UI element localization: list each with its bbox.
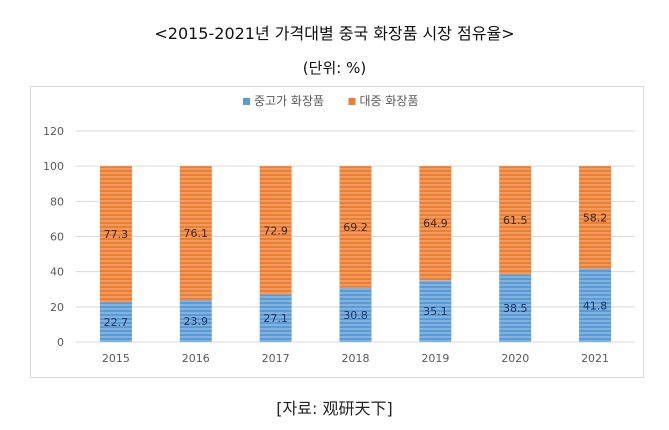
data-label: 22.7 bbox=[104, 316, 129, 329]
data-label: 76.1 bbox=[184, 227, 209, 240]
x-tick-label: 2019 bbox=[421, 352, 449, 365]
bar-segment-premium-2020 bbox=[499, 274, 532, 342]
bar-segment-mass-2019 bbox=[419, 166, 452, 281]
data-label: 77.3 bbox=[104, 228, 129, 241]
y-tick-label: 20 bbox=[50, 301, 64, 314]
chart-unit: (단위: %) bbox=[302, 59, 367, 77]
x-tick-label: 2020 bbox=[501, 352, 529, 365]
data-label: 61.5 bbox=[503, 214, 528, 227]
data-label: 72.9 bbox=[263, 224, 288, 237]
legend-label: 대중 화장품 bbox=[360, 94, 419, 108]
data-label: 58.2 bbox=[583, 211, 608, 224]
data-label: 64.9 bbox=[423, 217, 448, 230]
bar-segment-mass-2018 bbox=[339, 166, 372, 288]
data-label: 38.5 bbox=[503, 302, 528, 315]
source-note: [자료: 观研天下] bbox=[276, 399, 393, 418]
bar-segment-mass-2016 bbox=[179, 166, 212, 300]
y-tick-label: 0 bbox=[57, 336, 64, 349]
data-label: 69.2 bbox=[343, 221, 368, 234]
legend: 중고가 화장품 대중 화장품 bbox=[243, 94, 419, 108]
y-axis-ticks: 0 20 40 60 80 100 120 bbox=[43, 125, 64, 349]
x-tick-label: 2015 bbox=[102, 352, 130, 365]
bar-segment-premium-2015 bbox=[99, 302, 132, 342]
data-label: 27.1 bbox=[263, 312, 288, 325]
data-label: 23.9 bbox=[184, 315, 209, 328]
y-tick-label: 80 bbox=[50, 195, 64, 208]
x-tick-label: 2018 bbox=[342, 352, 370, 365]
bar-segment-mass-2017 bbox=[259, 166, 292, 295]
legend-swatch bbox=[243, 98, 250, 105]
x-tick-label: 2016 bbox=[182, 352, 210, 365]
y-tick-label: 120 bbox=[43, 125, 64, 138]
legend-swatch bbox=[348, 98, 356, 105]
y-tick-label: 60 bbox=[50, 231, 64, 244]
chart-title: <2015-2021년 가격대별 중국 화장품 시장 점유율> bbox=[154, 24, 515, 43]
bar-segment-mass-2015 bbox=[99, 166, 132, 303]
bar-segment-premium-2019 bbox=[419, 280, 452, 342]
data-label: 30.8 bbox=[343, 309, 368, 322]
bar-segment-mass-2021 bbox=[579, 166, 612, 269]
data-labels: 22.7 77.3 23.9 76.1 27.1 72.9 30.8 69.2 35.1 64.9… bbox=[104, 211, 608, 329]
bars bbox=[99, 166, 612, 342]
y-tick-label: 40 bbox=[50, 266, 64, 279]
data-label: 35.1 bbox=[423, 305, 448, 318]
bar-segment-mass-2020 bbox=[499, 166, 532, 275]
legend-label: 중고가 화장품 bbox=[254, 94, 324, 108]
bar-segment-premium-2018 bbox=[339, 287, 372, 342]
x-axis-ticks: 2015 2016 2017 2018 2019 2020 2021 bbox=[102, 352, 609, 365]
bar-segment-premium-2016 bbox=[179, 299, 212, 342]
x-tick-label: 2017 bbox=[262, 352, 290, 365]
bar-segment-premium-2017 bbox=[259, 294, 292, 342]
x-tick-label: 2021 bbox=[581, 352, 609, 365]
data-label: 41.8 bbox=[583, 299, 608, 312]
bar-segment-premium-2021 bbox=[579, 268, 612, 342]
y-tick-label: 100 bbox=[43, 160, 64, 173]
chart-frame bbox=[30, 86, 644, 378]
